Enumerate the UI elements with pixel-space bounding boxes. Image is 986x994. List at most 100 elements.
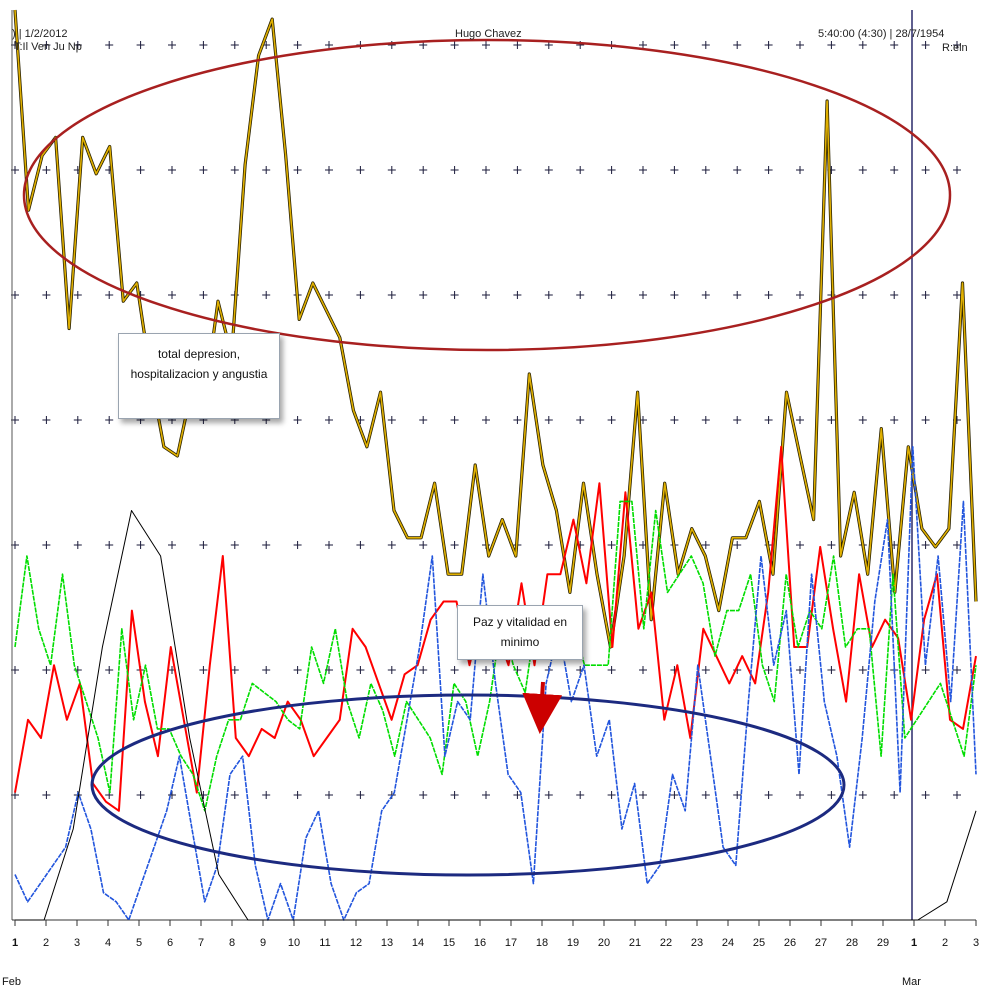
- grid-plus: [544, 291, 553, 299]
- grid-plus: [450, 291, 459, 299]
- grid-plus: [262, 291, 271, 299]
- grid-plus: [733, 541, 742, 549]
- grid-plus: [701, 41, 710, 49]
- grid-plus: [482, 291, 490, 299]
- grid-plus: [513, 791, 522, 799]
- grid-plus: [513, 291, 522, 299]
- grid-plus: [890, 791, 899, 799]
- grid-plus: [576, 291, 585, 299]
- grid-plus: [105, 416, 114, 424]
- grid-plus: [764, 416, 773, 424]
- grid-plus: [639, 41, 647, 49]
- grid-plus: [325, 416, 333, 424]
- grid-plus: [419, 166, 428, 174]
- grid-plus: [42, 166, 51, 174]
- grid-plus: [639, 666, 647, 674]
- grid-plus: [482, 41, 490, 49]
- grid-plus: [921, 166, 930, 174]
- grid-plus: [293, 41, 302, 49]
- grid-plus: [544, 541, 553, 549]
- grid-plus: [419, 291, 428, 299]
- x-tick-label: 3: [973, 937, 979, 949]
- x-tick-label: 24: [722, 937, 734, 949]
- grid-plus: [921, 791, 930, 799]
- grid-plus: [42, 541, 51, 549]
- x-tick-label: 14: [412, 937, 424, 949]
- grid-plus: [387, 291, 396, 299]
- grid-plus: [482, 666, 490, 674]
- x-tick-label: 16: [474, 937, 486, 949]
- grid-plus: [796, 791, 804, 799]
- grid-plus: [796, 666, 804, 674]
- x-tick-label: 26: [784, 937, 796, 949]
- grid-plus: [890, 41, 899, 49]
- grid-plus: [544, 416, 553, 424]
- series-lines: [13, 9, 978, 921]
- grid-plus: [73, 416, 82, 424]
- x-tick-label: 7: [198, 937, 204, 949]
- grid-plus: [607, 791, 616, 799]
- grid-plus: [670, 791, 679, 799]
- header-left-date: ) | 1/2/2012: [12, 28, 68, 40]
- grid-plus: [921, 291, 930, 299]
- grid-plus: [419, 666, 428, 674]
- grid-plus: [293, 166, 302, 174]
- grid-plus: [890, 291, 899, 299]
- x-tick-label: 2: [942, 937, 948, 949]
- grid-plus: [168, 166, 176, 174]
- grid-plus: [764, 166, 773, 174]
- grid-plus: [670, 166, 679, 174]
- grid-plus: [482, 416, 490, 424]
- callout-vitality: Paz y vitalidad en minimo: [457, 605, 583, 660]
- grid-plus: [764, 666, 773, 674]
- grid-plus: [199, 791, 208, 799]
- grid-plus: [921, 41, 930, 49]
- x-tick-label: 12: [350, 937, 362, 949]
- grid-plus: [168, 291, 176, 299]
- x-axis-ticks: 1 2 3 4 5 6 7 8 9 10 11 12 13 14 15 16 17 18 19 20 21 22 23 24 2…: [12, 920, 979, 949]
- grid-plus: [764, 291, 773, 299]
- grid-plus: [42, 41, 51, 49]
- grid-plus: [419, 416, 428, 424]
- grid-plus: [764, 791, 773, 799]
- grid-plus: [42, 416, 51, 424]
- grid-plus: [576, 416, 585, 424]
- series-line-4: [15, 510, 977, 921]
- grid-plus: [199, 541, 208, 549]
- x-tick-label: 5: [136, 937, 142, 949]
- grid-plus: [105, 666, 114, 674]
- grid-plus: [796, 416, 804, 424]
- grid-plus: [921, 541, 930, 549]
- grid-plus: [858, 41, 867, 49]
- grid-plus: [293, 666, 302, 674]
- grid-plus: [419, 791, 428, 799]
- grid-plus: [42, 791, 51, 799]
- grid-plus: [450, 666, 459, 674]
- grid-plus: [733, 291, 742, 299]
- plus-grid: [11, 41, 961, 799]
- grid-plus: [387, 416, 396, 424]
- grid-plus: [733, 166, 742, 174]
- grid-plus: [136, 166, 145, 174]
- grid-plus: [105, 41, 114, 49]
- x-tick-label: 22: [660, 937, 672, 949]
- grid-plus: [387, 541, 396, 549]
- grid-plus: [827, 666, 836, 674]
- grid-plus: [230, 666, 239, 674]
- red-ellipse-annotation: [22, 38, 952, 352]
- grid-plus: [199, 666, 208, 674]
- grid-plus: [639, 166, 647, 174]
- grid-plus: [199, 166, 208, 174]
- grid-plus: [670, 41, 679, 49]
- grid-plus: [921, 416, 930, 424]
- x-tick-label: 17: [505, 937, 517, 949]
- grid-plus: [858, 666, 867, 674]
- grid-plus: [482, 791, 490, 799]
- blue-ellipse-annotation: [90, 693, 846, 877]
- grid-plus: [513, 41, 522, 49]
- series-line-3: [14, 445, 977, 921]
- grid-plus: [764, 41, 773, 49]
- grid-plus: [701, 291, 710, 299]
- grid-plus: [230, 166, 239, 174]
